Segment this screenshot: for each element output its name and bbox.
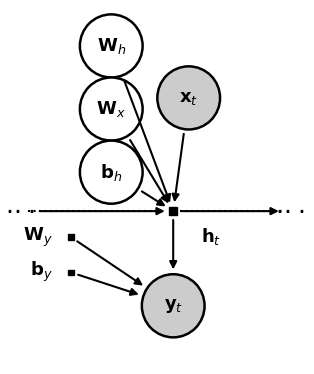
Text: $\mathbf{b}_h$: $\mathbf{b}_h$	[100, 162, 122, 183]
Text: $\mathbf{x}_t$: $\mathbf{x}_t$	[179, 89, 198, 107]
Bar	[169, 207, 177, 215]
Ellipse shape	[142, 274, 204, 337]
Text: $\mathbf{h}_t$: $\mathbf{h}_t$	[201, 226, 221, 247]
Text: $\mathbf{W}_y$: $\mathbf{W}_y$	[24, 226, 53, 249]
Ellipse shape	[80, 141, 143, 204]
Ellipse shape	[80, 14, 143, 77]
Text: $\cdot\!\cdot\!\cdot$: $\cdot\!\cdot\!\cdot$	[274, 199, 304, 223]
Text: $\cdot\!\cdot\!\cdot$: $\cdot\!\cdot\!\cdot$	[5, 199, 35, 223]
Text: $\mathbf{W}_x$: $\mathbf{W}_x$	[96, 99, 126, 119]
Text: $\mathbf{b}_y$: $\mathbf{b}_y$	[30, 260, 53, 285]
Text: $\mathbf{y}_t$: $\mathbf{y}_t$	[164, 297, 183, 315]
Ellipse shape	[80, 77, 143, 141]
Bar	[68, 234, 74, 240]
Text: $\mathbf{W}_h$: $\mathbf{W}_h$	[97, 36, 126, 56]
Ellipse shape	[157, 66, 220, 129]
Bar	[68, 270, 74, 275]
